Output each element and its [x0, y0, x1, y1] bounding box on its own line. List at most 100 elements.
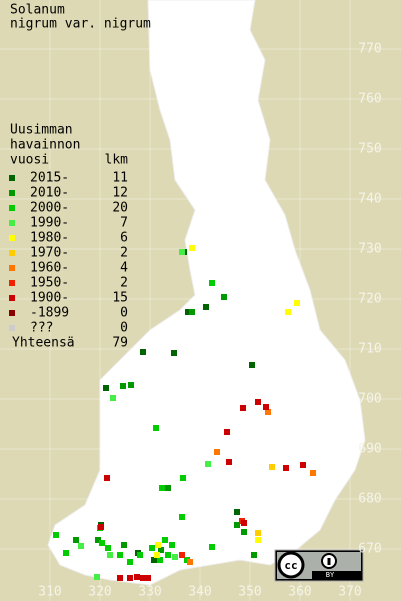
observation [155, 542, 161, 548]
observation [187, 559, 193, 565]
observation [149, 545, 155, 551]
observation [179, 514, 185, 520]
observation [205, 461, 211, 467]
finland [47, 0, 366, 586]
observation [265, 409, 271, 415]
observation [110, 395, 116, 401]
observation [209, 544, 215, 550]
observation [179, 249, 185, 255]
observation [120, 383, 126, 389]
observation [145, 575, 151, 581]
observation [98, 524, 104, 530]
legend-label: 2000- [30, 201, 69, 216]
observation [234, 522, 240, 528]
legend-label: 1950- [30, 276, 69, 291]
legend-swatch [9, 325, 15, 331]
observation [127, 559, 133, 565]
observation [255, 399, 261, 405]
y-tick-label: 710 [358, 342, 381, 357]
legend-swatch [9, 235, 15, 241]
legend-title: Uusimman [10, 123, 73, 138]
y-tick-label: 730 [358, 242, 381, 257]
observation [128, 382, 134, 388]
legend-label: 2010- [30, 186, 69, 201]
x-tick-label: 320 [88, 585, 111, 600]
x-tick-label: 330 [138, 585, 161, 600]
x-tick-label: 310 [38, 585, 61, 600]
title: nigrum var. nigrum [10, 17, 151, 32]
observation [140, 349, 146, 355]
observation [189, 309, 195, 315]
observation [127, 575, 133, 581]
legend-label: 2015- [30, 171, 69, 186]
legend-swatch [9, 310, 15, 316]
observation [171, 350, 177, 356]
observation [226, 459, 232, 465]
legend-count: 0 [120, 306, 128, 321]
y-tick-label: 750 [358, 142, 381, 157]
observation [94, 574, 100, 580]
legend-count: 12 [112, 186, 128, 201]
observation [95, 537, 101, 543]
cc-icon: cc [284, 559, 297, 572]
observation [249, 362, 255, 368]
observation [209, 280, 215, 286]
legend-swatch [9, 175, 15, 181]
total: 79 [112, 336, 128, 351]
observation [224, 429, 230, 435]
observation [157, 557, 163, 563]
x-tick-label: 340 [188, 585, 211, 600]
x-tick-label: 350 [238, 585, 261, 600]
legend-swatch [9, 250, 15, 256]
legend-label: ??? [30, 321, 53, 336]
observation [241, 520, 247, 526]
legend-swatch [9, 205, 15, 211]
y-tick-label: 770 [358, 42, 381, 57]
observation [165, 485, 171, 491]
y-tick-label: 670 [358, 542, 381, 557]
legend-count: 2 [120, 276, 128, 291]
observation [159, 485, 165, 491]
observation [285, 309, 291, 315]
observation [165, 552, 171, 558]
legend-count: 15 [112, 291, 128, 306]
observation [172, 554, 178, 560]
legend-count: 4 [120, 261, 128, 276]
observation [158, 547, 164, 553]
observation [283, 465, 289, 471]
observation [214, 449, 220, 455]
observation [117, 575, 123, 581]
license-badge: cc BY [274, 549, 364, 582]
observation [103, 385, 109, 391]
legend-count: 7 [120, 216, 128, 231]
legend-swatch [9, 295, 15, 301]
observation [105, 545, 111, 551]
total-label: Yhteensä [12, 336, 75, 351]
legend-label: 1960- [30, 261, 69, 276]
observation [117, 552, 123, 558]
y-tick-label: 680 [358, 492, 381, 507]
observation [151, 557, 157, 563]
legend-label: 1970- [30, 246, 69, 261]
observation [121, 542, 127, 548]
legend-count: 2 [120, 246, 128, 261]
legend-label: 1980- [30, 231, 69, 246]
observation [104, 475, 110, 481]
title: Solanum [10, 3, 65, 18]
legend-count: 20 [112, 201, 128, 216]
legend-swatch [9, 220, 15, 226]
x-tick-label: 370 [338, 585, 361, 600]
legend-count-title: lkm [105, 153, 129, 168]
observation [294, 300, 300, 306]
observation [189, 245, 195, 251]
observation [263, 404, 269, 410]
legend-label: 1900- [30, 291, 69, 306]
observation [221, 294, 227, 300]
observation [137, 552, 143, 558]
observation [153, 425, 159, 431]
y-tick-label: 740 [358, 192, 381, 207]
observation [185, 309, 191, 315]
legend-count: 6 [120, 231, 128, 246]
legend-title: vuosi [10, 153, 49, 168]
observation [73, 537, 79, 543]
